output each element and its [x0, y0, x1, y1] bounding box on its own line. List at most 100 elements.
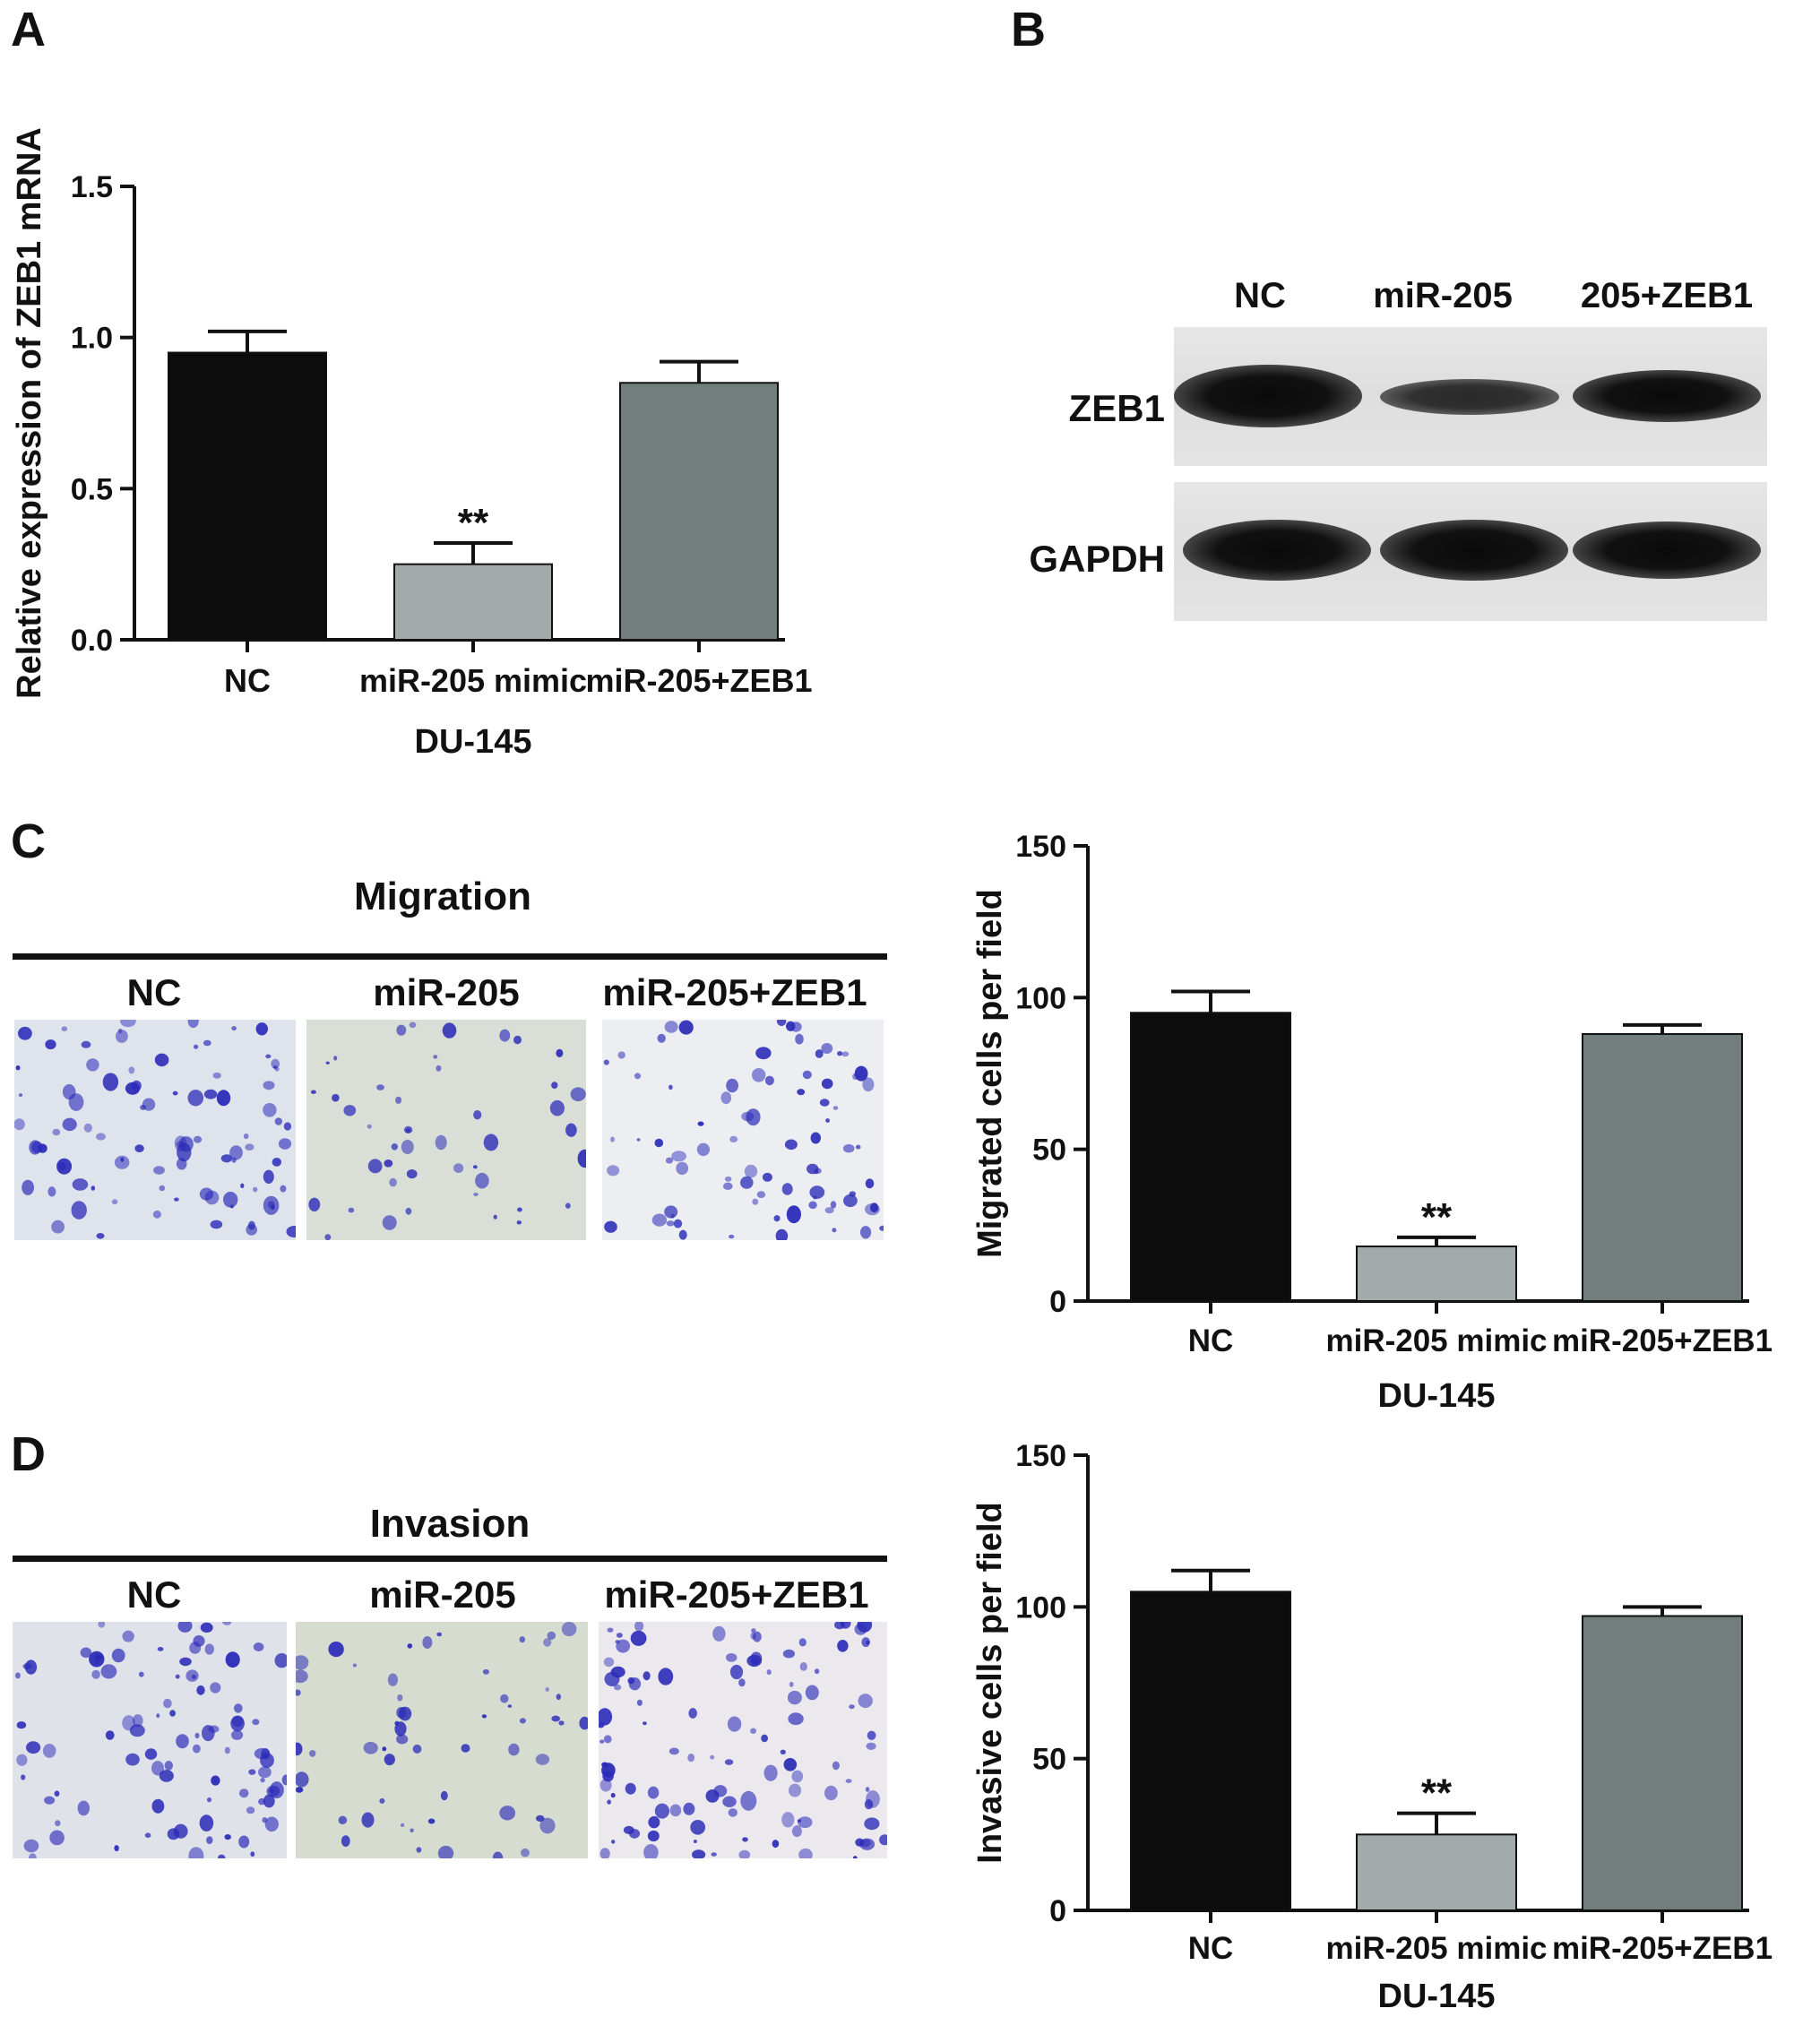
stained-cell: [690, 1820, 706, 1835]
stained-cell: [296, 1655, 309, 1670]
stained-cell: [102, 1073, 119, 1091]
stained-cell: [860, 1226, 872, 1239]
stained-cell: [77, 1800, 91, 1816]
stained-cell: [229, 1145, 243, 1160]
stained-cell: [361, 1812, 375, 1828]
stained-cell: [705, 1789, 720, 1803]
stained-cell: [741, 1111, 755, 1122]
stained-cell: [603, 1735, 612, 1744]
stained-cell: [727, 1716, 742, 1732]
stained-cell: [773, 1215, 781, 1222]
stained-cell: [15, 1065, 21, 1071]
stained-cell: [142, 1098, 156, 1111]
stained-cell: [837, 1051, 843, 1056]
stained-cell: [129, 1724, 145, 1737]
significance-c-2: **: [1421, 1195, 1453, 1239]
stained-cell: [858, 1694, 873, 1709]
stained-cell: [840, 1622, 851, 1629]
cell-stain-texture: [14, 1020, 296, 1239]
invasion-image-nc: [13, 1622, 287, 1858]
stained-cell: [100, 1664, 117, 1679]
stained-cell: [52, 1128, 61, 1136]
stained-cell: [565, 1202, 571, 1209]
blot-lane-label-205-zeb1: 205+ZEB1: [1580, 276, 1754, 315]
stained-cell: [837, 1640, 849, 1652]
stained-cell: [176, 1141, 185, 1148]
stained-cell: [688, 1708, 697, 1719]
stained-cell: [630, 1630, 647, 1646]
stained-cell: [262, 1817, 268, 1823]
stained-cell: [783, 1758, 798, 1771]
stained-cell: [436, 1632, 443, 1637]
y-tick-label-d: 0: [1049, 1894, 1066, 1928]
stained-cell: [728, 1808, 737, 1817]
stained-cell: [519, 1718, 526, 1724]
stained-cell: [407, 1643, 413, 1649]
stained-cell: [678, 1229, 687, 1240]
stained-cell: [614, 1684, 622, 1691]
stained-cell: [196, 1685, 205, 1695]
stained-cell: [116, 1030, 128, 1043]
stained-cell: [245, 1143, 254, 1151]
stained-cell: [338, 1815, 348, 1824]
stained-cell: [156, 1713, 160, 1719]
migration-label-nc: NC: [126, 971, 182, 1013]
stained-cell: [627, 1677, 635, 1685]
stained-cell: [607, 1165, 620, 1177]
stained-cell: [791, 1825, 802, 1838]
stained-cell: [780, 1749, 786, 1754]
stained-cell: [229, 1204, 234, 1209]
category-label-a-1: NC: [224, 662, 271, 699]
stained-cell: [193, 1744, 201, 1754]
stained-cell: [647, 1786, 660, 1799]
y-tick-label-d: 50: [1032, 1743, 1066, 1777]
stained-cell: [397, 1694, 403, 1702]
stained-cell: [437, 1845, 454, 1858]
stained-cell: [861, 1637, 870, 1648]
stained-cell: [286, 1226, 296, 1237]
stained-cell: [435, 1134, 447, 1151]
stained-cell: [389, 1177, 397, 1187]
stained-cell: [260, 1778, 265, 1783]
stained-cell: [401, 1140, 414, 1154]
stained-cell: [248, 1769, 256, 1775]
stained-cell: [296, 1742, 303, 1756]
stained-cell: [799, 1662, 807, 1671]
stained-cell: [824, 1785, 838, 1801]
stained-cell: [68, 1093, 84, 1111]
stained-cell: [58, 1161, 66, 1170]
stained-cell: [599, 1708, 613, 1726]
stained-cell: [473, 1193, 479, 1196]
y-tick-label-d: 150: [1015, 1439, 1066, 1473]
stained-cell: [879, 1834, 887, 1846]
stained-cell: [643, 1721, 647, 1726]
stained-cell: [599, 1848, 610, 1858]
stained-cell: [625, 1782, 636, 1795]
stained-cell: [26, 1741, 41, 1754]
stained-cell: [234, 1703, 243, 1713]
stained-cell: [481, 1714, 487, 1719]
category-label-a-2: miR-205 mimic: [359, 662, 587, 699]
stained-cell: [610, 1666, 625, 1678]
stained-cell: [678, 1020, 694, 1035]
stained-cell: [406, 1169, 418, 1179]
cell-stain-texture: [15, 1622, 287, 1858]
stained-cell: [577, 1149, 586, 1168]
stained-cell: [265, 1054, 272, 1059]
stained-cell: [666, 1220, 675, 1227]
stained-cell: [22, 1663, 32, 1670]
stained-cell: [250, 1851, 255, 1858]
stained-cell: [416, 1847, 422, 1853]
stained-cell: [218, 1854, 226, 1858]
stained-cell: [607, 1799, 611, 1805]
stained-cell: [453, 1163, 464, 1173]
stained-cell: [752, 1198, 759, 1205]
stained-cell: [508, 1743, 520, 1756]
stained-cell: [521, 1848, 530, 1858]
stained-cell: [211, 1775, 220, 1786]
stained-cell: [821, 1043, 833, 1054]
stained-cell: [16, 1754, 28, 1766]
stained-cell: [382, 1215, 397, 1230]
stained-cell: [628, 1829, 641, 1839]
stained-cell: [648, 1815, 660, 1829]
